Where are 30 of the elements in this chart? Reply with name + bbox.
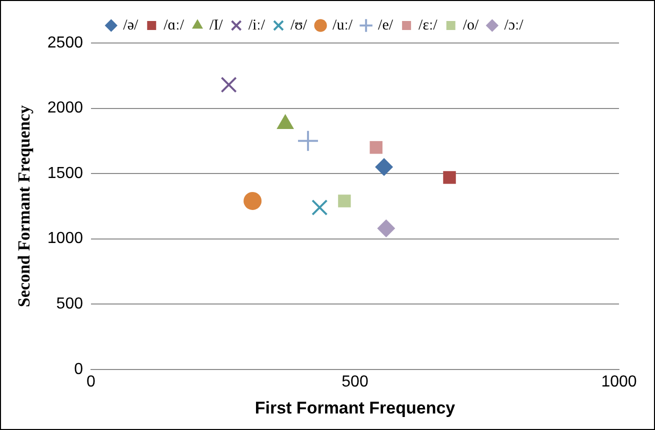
y-axis-title: Second Formant Frequency (14, 104, 34, 308)
point (244, 192, 262, 210)
y-tick-label: 2000 (47, 100, 84, 117)
x-tick-label: 500 (342, 373, 368, 390)
x-axis-title: First Formant Frequency (254, 398, 456, 418)
legend-label: /ɑː/ (164, 17, 185, 34)
point (443, 171, 456, 184)
legend-label: /ə/ (123, 17, 139, 34)
y-tick-label: 1500 (47, 164, 84, 182)
point (377, 219, 396, 238)
x-tick-label: 0 (86, 373, 96, 390)
point (338, 194, 351, 208)
legend-label: /e/ (378, 17, 394, 34)
y-tick-label: 500 (56, 296, 84, 313)
y-tick-label: 2500 (47, 34, 84, 52)
x-tick-label: 1000 (601, 373, 637, 390)
point (370, 141, 382, 154)
legend-label: /ɔː/ (504, 17, 524, 34)
y-tick-label: 1000 (47, 230, 84, 248)
legend-label: /ʊ/ (290, 17, 308, 34)
legend-label: /iː/ (248, 17, 266, 34)
point (297, 130, 320, 152)
legend-label: /o/ (462, 17, 480, 34)
point (375, 158, 394, 176)
legend-label: /I/ (209, 17, 224, 34)
point (312, 199, 328, 216)
y-tick-label: 0 (74, 360, 84, 378)
point (220, 76, 237, 93)
legend-label: /ɛː/ (418, 17, 438, 34)
legend-label: /uː/ (332, 17, 354, 34)
